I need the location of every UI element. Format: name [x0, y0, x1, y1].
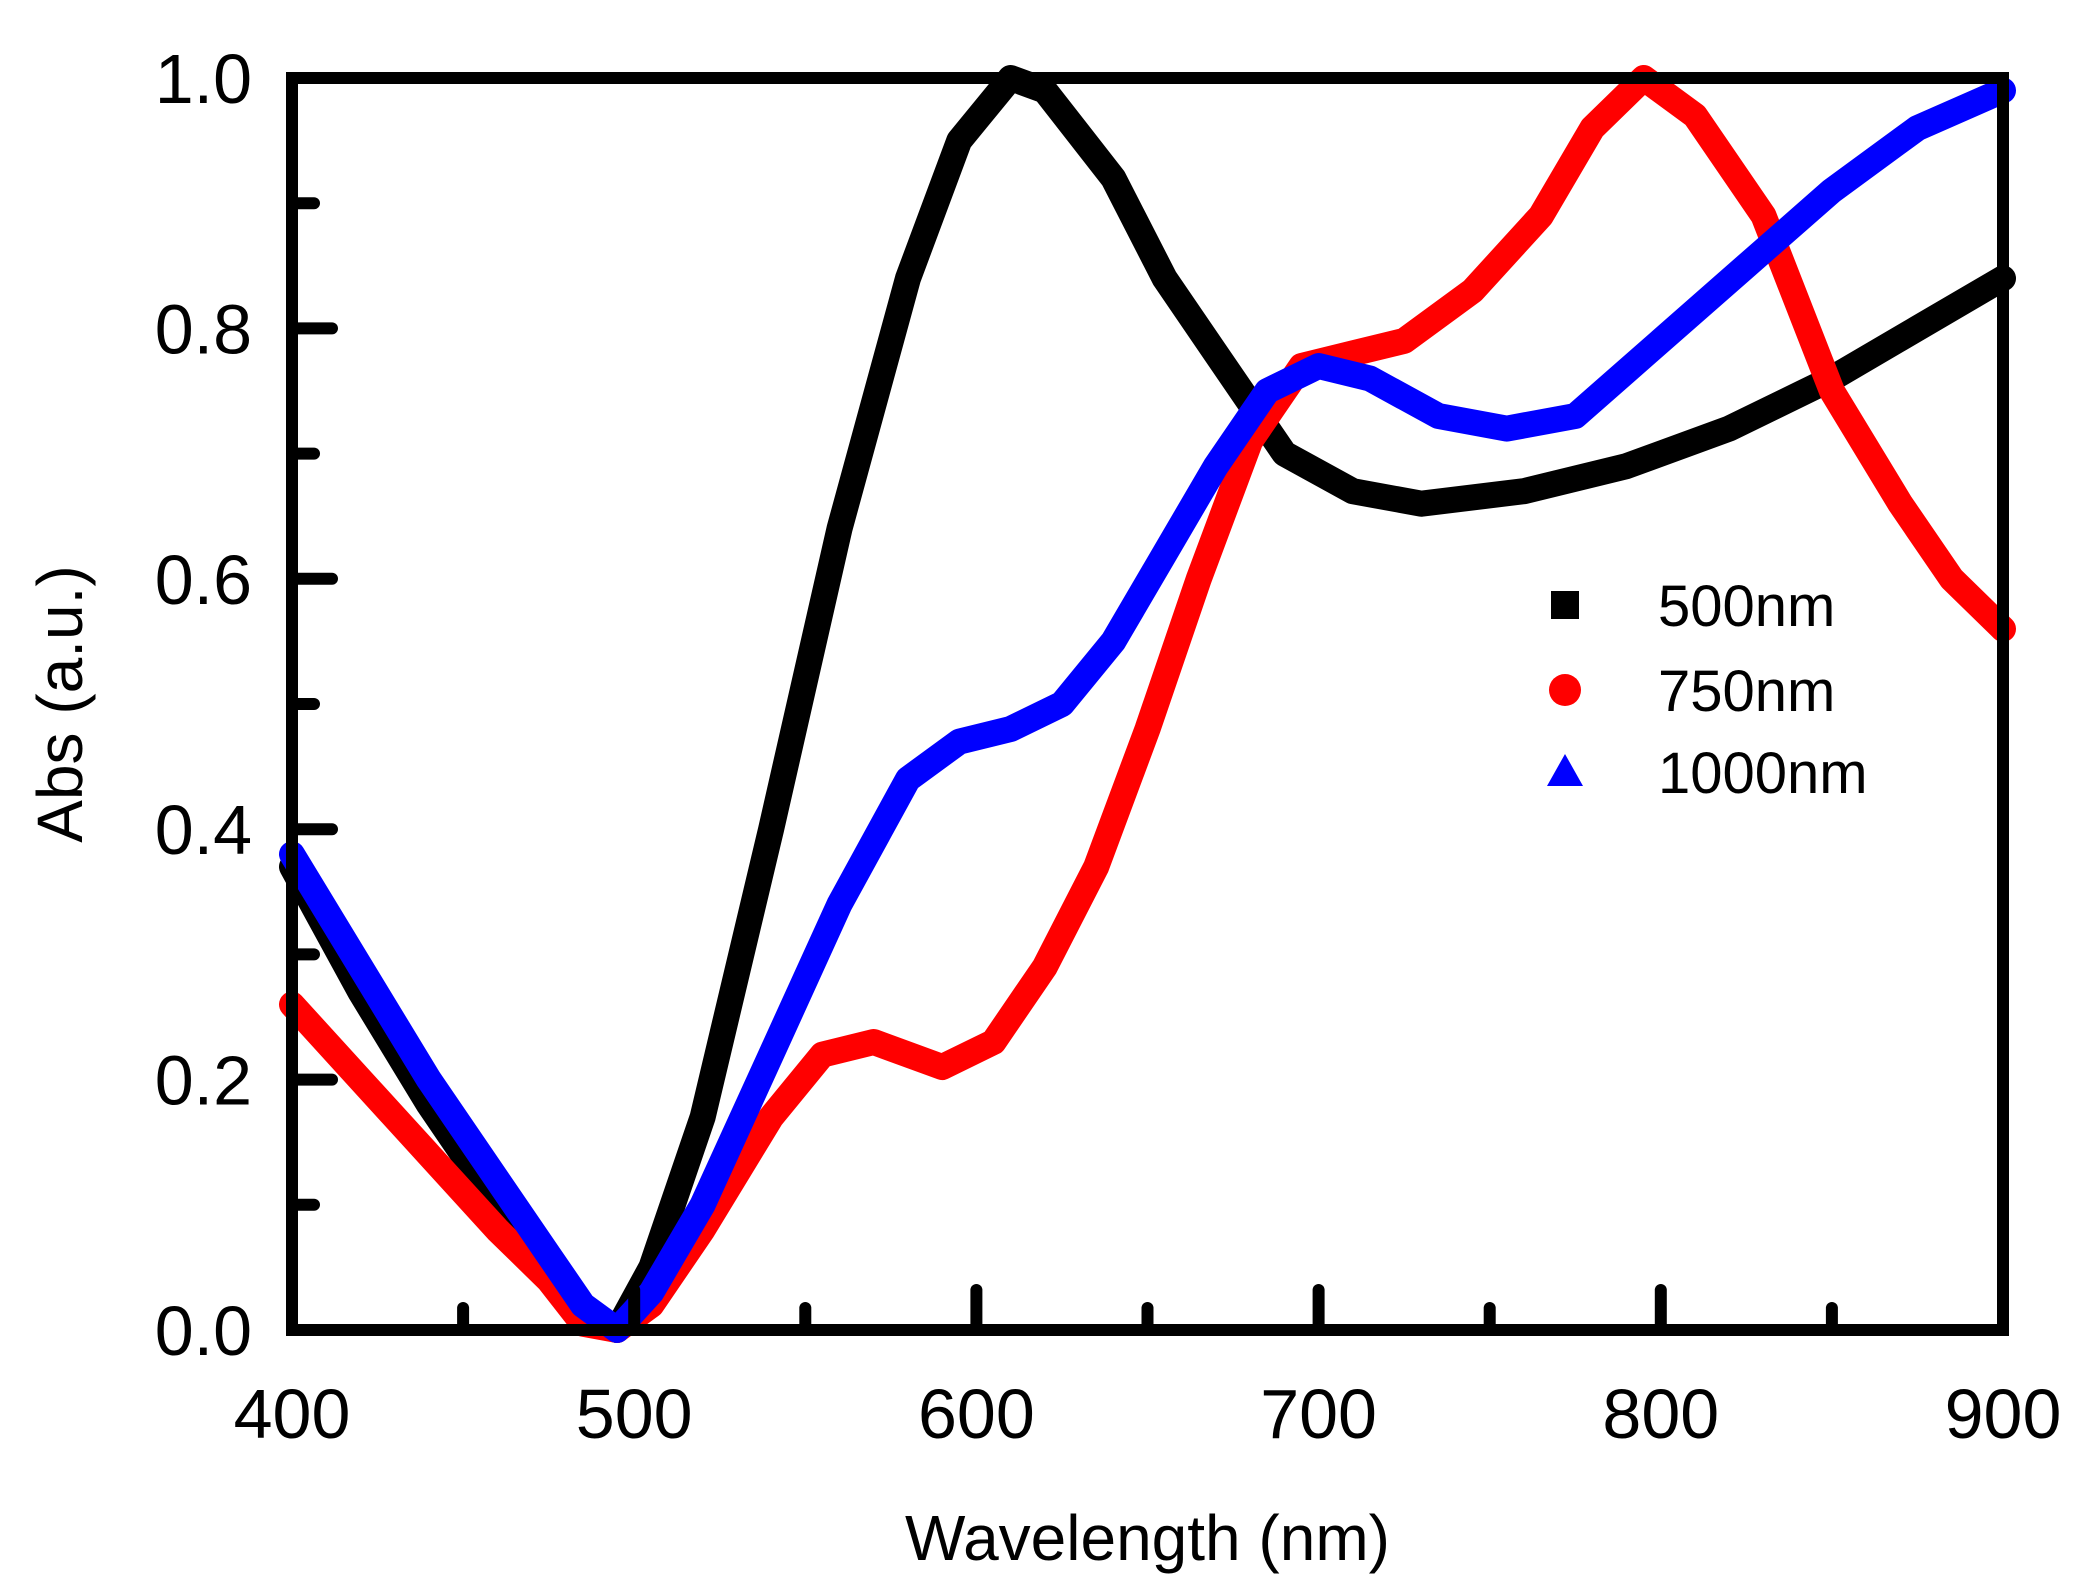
x-axis-title: Wavelength (nm)	[905, 1502, 1390, 1574]
legend-entry-500nm: 500nm	[1551, 574, 1835, 639]
y-tick-label: 0.4	[155, 791, 252, 869]
series-line-1000nm	[279, 77, 2016, 1343]
y-tick-label: 0.0	[155, 1292, 252, 1370]
x-tick-label: 900	[1945, 1375, 2062, 1453]
legend-marker-1000nm	[1547, 754, 1583, 786]
x-tick-label: 800	[1602, 1375, 1719, 1453]
y-tick-label: 0.6	[155, 541, 252, 619]
y-tick-label: 1.0	[155, 40, 252, 118]
x-tick-label: 500	[576, 1375, 693, 1453]
label-layer: 400 500 600 700 800 900 0.0 0.2 0.4 0.6 0.8 1.0	[155, 40, 2062, 1453]
legend-marker-750nm	[1549, 674, 1581, 706]
legend-label-750nm: 750nm	[1658, 659, 1835, 724]
legend-marker-500nm	[1551, 591, 1579, 619]
y-axis-title: Abs (a.u.)	[24, 565, 96, 842]
x-tick-label: 700	[1260, 1375, 1377, 1453]
y-tick-label: 0.2	[155, 1042, 252, 1120]
legend-entry-1000nm: 1000nm	[1547, 741, 1868, 806]
x-tick-label: 400	[234, 1375, 351, 1453]
legend-label-1000nm: 1000nm	[1658, 741, 1868, 806]
legend-label-500nm: 500nm	[1658, 574, 1835, 639]
y-tick-label: 0.8	[155, 290, 252, 368]
legend: 500nm 750nm 1000nm	[1547, 574, 1868, 806]
x-tick-label: 600	[918, 1375, 1035, 1453]
legend-entry-750nm: 750nm	[1549, 659, 1835, 724]
tick-layer	[286, 72, 2009, 1336]
